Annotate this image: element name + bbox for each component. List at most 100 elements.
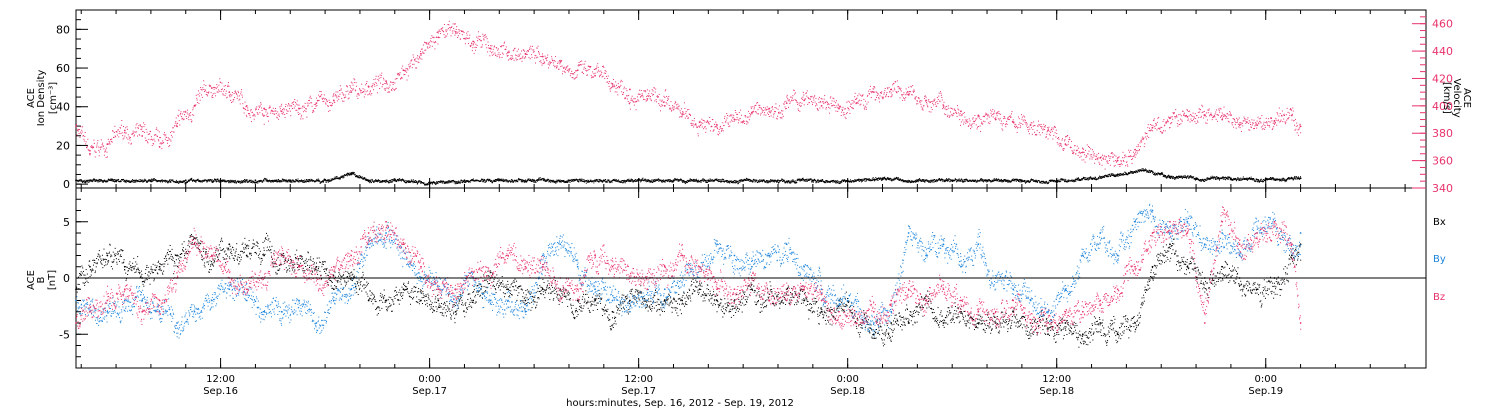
dot-velocity <box>280 110 282 112</box>
dot-velocity <box>663 95 665 97</box>
dot-velocity <box>551 56 553 58</box>
dot-ion-density <box>223 179 225 181</box>
dot-velocity <box>1022 120 1024 122</box>
dot-ion-density <box>521 179 523 181</box>
dot-velocity <box>422 51 424 53</box>
dot-ion-density <box>439 180 441 182</box>
dot-ion-density <box>375 179 377 181</box>
point-velocity <box>158 146 161 148</box>
dot-velocity <box>845 118 847 120</box>
dot-velocity <box>421 48 423 50</box>
dot-velocity <box>313 104 315 106</box>
dot-velocity <box>155 128 157 130</box>
dot-velocity <box>728 126 730 128</box>
dot-velocity <box>993 112 995 114</box>
dot-ion-density <box>166 181 168 183</box>
dot-velocity <box>448 20 450 22</box>
dot-velocity <box>721 129 723 131</box>
dot-ion-density <box>352 172 354 174</box>
dot-velocity <box>603 72 605 74</box>
dot-ion-density <box>538 177 540 179</box>
dot-ion-density <box>242 181 244 183</box>
dot-ion-density <box>458 181 460 183</box>
point-velocity <box>507 51 509 54</box>
dot-velocity <box>1086 155 1088 157</box>
dot-velocity <box>259 112 261 114</box>
dot-ion-density <box>292 181 294 183</box>
dot-velocity <box>160 143 162 145</box>
dot-velocity <box>1237 123 1239 125</box>
dot-velocity <box>673 108 675 110</box>
dot-ion-density <box>245 180 247 182</box>
dot-velocity <box>332 102 334 104</box>
dot-ion-density <box>271 179 273 181</box>
dot-velocity <box>457 35 459 37</box>
dot-velocity <box>1218 109 1220 111</box>
dot-velocity <box>239 103 241 105</box>
dot-velocity <box>679 116 681 118</box>
dot-velocity <box>82 126 84 128</box>
dot-ion-density <box>80 179 82 181</box>
dot-ion-density <box>291 181 293 183</box>
dot-velocity <box>231 101 233 103</box>
dot-velocity <box>537 56 539 58</box>
dot-velocity <box>466 34 468 36</box>
dot-ion-density <box>229 180 231 182</box>
dot-velocity <box>747 122 749 124</box>
dot-ion-density <box>559 180 561 182</box>
dot-velocity <box>1294 124 1296 126</box>
dot-velocity <box>368 86 370 88</box>
dot-ion-density <box>262 181 264 183</box>
dot-velocity <box>1047 127 1049 129</box>
dot-velocity <box>724 117 725 119</box>
dot-ion-density <box>497 178 499 180</box>
dot-ion-density <box>317 178 319 180</box>
dot-velocity <box>274 113 276 115</box>
dot-ion-density <box>166 180 168 182</box>
dot-velocity <box>778 111 779 113</box>
dot-velocity <box>418 55 420 57</box>
dot-velocity <box>544 55 546 57</box>
dot-velocity <box>117 129 119 131</box>
dot-velocity <box>1252 122 1254 124</box>
dot-velocity <box>411 67 413 69</box>
dot-velocity <box>452 23 454 25</box>
dot-ion-density <box>505 179 507 181</box>
dot-ion-density <box>235 182 237 184</box>
dot-ion-density <box>278 178 280 180</box>
dot-velocity <box>1295 125 1297 127</box>
dot-ion-density <box>286 180 288 182</box>
dot-velocity <box>408 65 410 67</box>
dot-velocity <box>589 66 590 68</box>
dot-velocity <box>1063 148 1065 150</box>
dot-velocity <box>662 105 664 107</box>
dot-velocity <box>977 126 979 128</box>
dot-velocity <box>1183 114 1184 116</box>
dot-velocity <box>215 88 217 90</box>
dot-ion-density <box>376 179 378 181</box>
dot-velocity <box>269 106 271 108</box>
dot-ion-density <box>253 181 255 183</box>
dot-velocity <box>108 143 110 145</box>
dot-velocity <box>727 122 729 124</box>
dot-velocity <box>141 126 143 128</box>
dot-velocity <box>1271 128 1273 130</box>
dot-velocity <box>715 121 717 123</box>
dot-ion-density <box>102 181 104 183</box>
dot-velocity <box>817 109 819 111</box>
dot-velocity <box>1207 109 1209 111</box>
dot-velocity <box>169 139 171 141</box>
dot-velocity <box>330 105 332 107</box>
bottom-left-tick-label-1: 0 <box>63 272 70 285</box>
dot-velocity <box>267 112 269 114</box>
dot-ion-density <box>126 179 128 181</box>
dot-ion-density <box>422 182 424 184</box>
dot-ion-density <box>149 180 151 182</box>
dot-velocity <box>811 95 813 97</box>
dot-velocity <box>1239 122 1241 124</box>
dot-velocity <box>685 111 687 113</box>
dot-velocity <box>639 96 641 98</box>
dot-velocity <box>733 114 735 116</box>
dot-ion-density <box>231 179 233 181</box>
dot-ion-density <box>500 180 502 182</box>
